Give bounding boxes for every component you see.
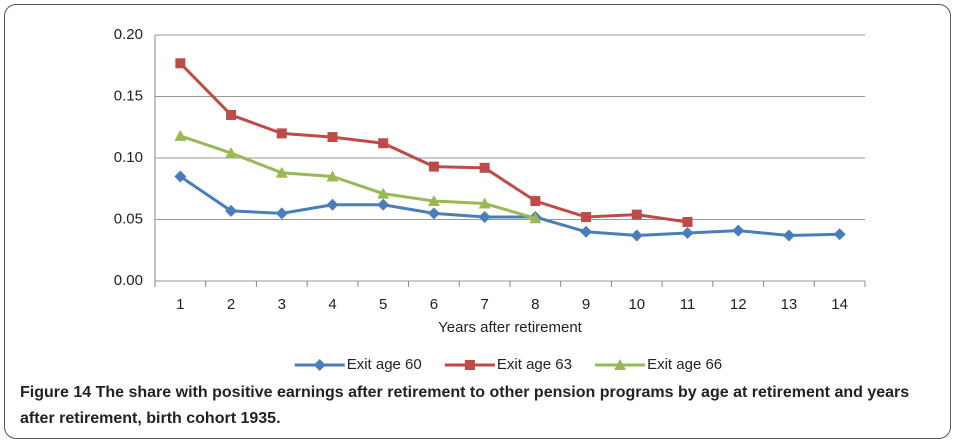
data-point	[275, 207, 288, 220]
caption-text: The share with positive earnings after r…	[20, 384, 910, 427]
x-tick-label: 12	[730, 296, 747, 313]
data-point	[326, 170, 339, 182]
x-tick-label: 13	[781, 296, 798, 313]
caption: Figure 14 The share with positive earnin…	[20, 380, 930, 432]
data-point	[225, 147, 238, 159]
data-point	[782, 229, 795, 242]
data-point	[479, 162, 490, 173]
chart: 0.000.050.100.150.201 2 3 4 5 6 7 8 9 10 11 12 13 14Y…	[114, 26, 866, 373]
x-tick-label: 14	[831, 296, 848, 313]
y-tick-label: 0.00	[114, 272, 143, 289]
x-tick-label: 5	[379, 296, 387, 313]
data-point	[631, 209, 642, 220]
data-point	[226, 109, 237, 120]
legend-marker	[313, 359, 326, 371]
y-tick-label: 0.05	[114, 210, 143, 227]
data-point	[580, 225, 593, 238]
data-point	[478, 211, 491, 224]
y-tick-label: 0.10	[114, 149, 143, 166]
data-point	[377, 198, 390, 211]
frame	[4, 4, 951, 439]
data-point	[276, 128, 287, 139]
data-point	[174, 170, 187, 183]
x-tick-label: 11	[680, 296, 696, 313]
x-tick-label: 6	[430, 296, 438, 313]
data-point	[682, 216, 693, 227]
data-point	[175, 58, 186, 69]
data-point	[581, 212, 592, 223]
x-axis-title: Years after retirement	[438, 319, 583, 336]
x-tick-label: 9	[582, 296, 590, 313]
legend-marker	[614, 359, 627, 370]
legend-label: Exit age 60	[347, 356, 422, 373]
legend-label: Exit age 63	[497, 356, 572, 373]
data-point	[427, 207, 440, 220]
data-point	[275, 166, 288, 178]
x-tick-label: 7	[480, 296, 488, 313]
data-point	[378, 138, 389, 149]
data-point	[630, 229, 643, 242]
x-tick-label: 1	[176, 296, 184, 313]
series-line	[179, 175, 840, 237]
data-point	[427, 195, 440, 207]
data-point	[833, 228, 846, 241]
x-tick-label: 8	[531, 296, 539, 313]
data-point	[327, 132, 338, 143]
data-point	[681, 227, 694, 240]
x-tick-label: 4	[328, 296, 336, 313]
series-line	[179, 134, 536, 220]
caption-label: Figure 14	[20, 384, 92, 401]
data-point	[326, 198, 339, 211]
data-point	[428, 161, 439, 172]
legend-label: Exit age 66	[647, 356, 722, 373]
data-point	[529, 212, 542, 224]
x-tick-label: 3	[278, 296, 286, 313]
y-tick-label: 0.20	[114, 26, 143, 43]
data-point	[530, 196, 541, 207]
data-point	[478, 197, 491, 209]
data-point	[732, 224, 745, 237]
y-tick-label: 0.15	[114, 87, 143, 104]
data-point	[225, 204, 238, 217]
x-tick-label: 2	[227, 296, 235, 313]
x-tick-label: 10	[628, 296, 645, 313]
data-point	[174, 129, 187, 141]
legend-marker	[464, 360, 475, 370]
data-point	[377, 187, 390, 199]
